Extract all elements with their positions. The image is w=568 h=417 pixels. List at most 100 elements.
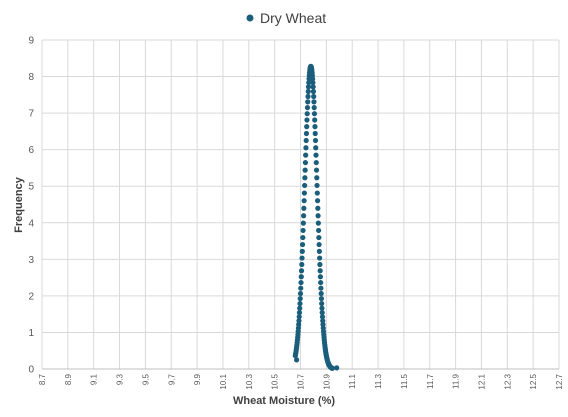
data-point	[329, 365, 335, 371]
data-point	[303, 130, 310, 137]
data-point	[302, 159, 309, 166]
x-tick-label: 8.9	[64, 373, 73, 385]
data-point	[314, 190, 320, 196]
data-point	[312, 137, 319, 144]
y-axis-title: Frequency	[13, 176, 25, 233]
x-tick-label: 10.3	[245, 373, 254, 389]
data-point	[318, 279, 324, 286]
data-point	[296, 310, 303, 316]
y-tick-label: 1	[28, 328, 34, 339]
data-point	[315, 213, 321, 219]
x-tick-label: 12.3	[503, 373, 512, 389]
data-point	[317, 255, 323, 261]
data-point	[313, 145, 319, 151]
data-point	[304, 111, 310, 117]
data-point	[316, 227, 322, 234]
data-point	[318, 285, 324, 291]
x-tick-label: 10.7	[297, 373, 306, 389]
data-point	[317, 268, 323, 274]
data-point	[316, 241, 322, 248]
data-point	[305, 84, 312, 90]
data-point	[304, 117, 310, 123]
data-point	[298, 268, 305, 274]
y-tick-label: 6	[28, 145, 34, 156]
x-tick-label: 9.1	[90, 373, 99, 385]
x-tick-label: 12.7	[555, 373, 564, 389]
data-point	[298, 279, 304, 286]
x-tick-label: 11.5	[400, 373, 409, 389]
data-point	[306, 80, 312, 86]
data-point	[312, 130, 318, 137]
data-point	[314, 175, 320, 181]
data-point	[303, 137, 309, 144]
y-tick-label: 3	[28, 255, 34, 266]
x-tick-label: 11.3	[374, 373, 383, 389]
data-point	[305, 88, 311, 95]
data-point	[297, 296, 303, 302]
x-tick-label: 11.1	[348, 373, 357, 389]
data-point	[318, 296, 325, 302]
data-point	[294, 357, 300, 363]
x-tick-label: 11.7	[426, 373, 435, 389]
data-point	[297, 300, 303, 307]
x-tick-label: 12.1	[477, 373, 486, 389]
data-point	[301, 213, 307, 219]
y-tick-label: 2	[28, 291, 34, 302]
data-point	[301, 205, 307, 211]
data-point	[298, 285, 304, 291]
x-tick-label: 10.1	[219, 373, 228, 389]
y-tick-label: 4	[28, 218, 34, 229]
data-point	[319, 314, 326, 320]
data-point	[319, 310, 325, 316]
data-point	[317, 261, 323, 268]
data-point	[311, 93, 317, 100]
data-point	[313, 152, 319, 158]
data-point	[305, 93, 311, 100]
x-tick-label: 9.5	[141, 373, 150, 385]
data-point	[304, 124, 310, 130]
data-point	[300, 220, 306, 226]
data-point	[297, 305, 303, 311]
legend-label: Dry Wheat	[260, 10, 326, 26]
data-points	[292, 63, 340, 371]
data-point	[303, 152, 309, 158]
data-point	[302, 175, 308, 181]
data-point	[315, 205, 321, 211]
grid-lines	[41, 39, 560, 369]
data-point	[312, 117, 318, 123]
data-point	[311, 111, 318, 117]
data-point	[296, 314, 302, 320]
data-point	[319, 300, 325, 307]
data-point	[299, 241, 306, 248]
data-point	[315, 220, 321, 226]
data-point	[299, 255, 305, 261]
legend: Dry Wheat	[246, 10, 326, 26]
data-point	[311, 105, 317, 111]
x-tick-label: 11.9	[452, 373, 461, 389]
data-point	[304, 105, 311, 111]
data-point	[303, 145, 309, 151]
data-point	[316, 234, 322, 241]
data-point	[314, 198, 321, 204]
x-tick-label: 10.9	[322, 373, 331, 389]
data-point	[310, 84, 316, 90]
x-tick-label: 9.9	[193, 373, 202, 385]
x-tick-label: 9.3	[116, 373, 125, 385]
x-axis-title: Wheat Moisture (%)	[233, 395, 335, 407]
y-tick-label: 5	[28, 182, 34, 193]
y-tick-label: 9	[28, 36, 34, 47]
y-tick-label: 8	[28, 72, 34, 83]
data-point	[314, 182, 320, 189]
y-tick-label: 0	[28, 365, 34, 376]
data-point	[305, 99, 311, 105]
data-point	[300, 234, 306, 241]
x-tick-label: 10.5	[271, 373, 280, 389]
data-point	[320, 318, 326, 324]
data-point	[311, 99, 317, 105]
data-point	[299, 248, 305, 254]
x-tick-label: 12.5	[529, 373, 538, 389]
x-tick-label: 9.7	[167, 373, 176, 385]
data-point	[334, 365, 340, 371]
